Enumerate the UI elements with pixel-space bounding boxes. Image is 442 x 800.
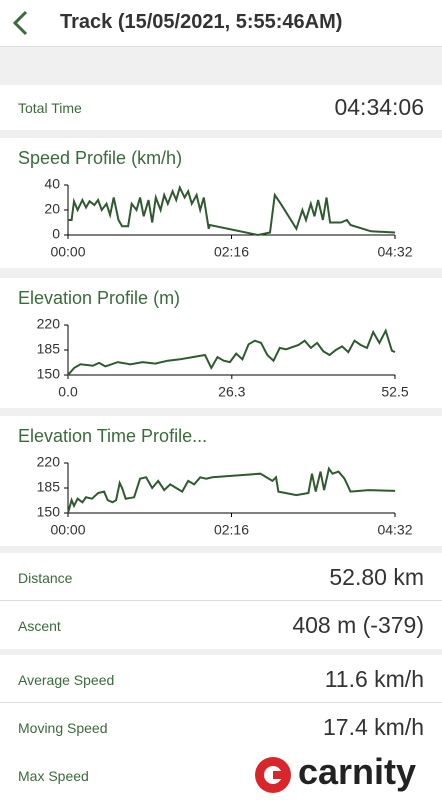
- stat-value: 52.80 km: [329, 564, 424, 590]
- watermark: carnity: [248, 748, 442, 800]
- y-tick-label: 0: [52, 226, 60, 242]
- watermark-text: carnity: [298, 751, 417, 792]
- y-tick-label: 20: [44, 201, 60, 217]
- chart-card: Elevation Time Profile... 150 185 220 00:00 0…: [0, 416, 442, 546]
- stat-value: 408 m (-379): [292, 612, 424, 638]
- y-tick-label: 185: [37, 479, 61, 495]
- chart-card: Elevation Profile (m) 150 185 220 0.0 26.3 52.…: [0, 278, 442, 408]
- x-tick-label: 04:32: [377, 244, 412, 260]
- title: Track (15/05/2021, 5:55:46AM): [60, 11, 343, 33]
- label: Total Time: [18, 100, 82, 116]
- stat-row: Max Speed: [0, 754, 442, 798]
- y-tick-label: 220: [37, 454, 61, 470]
- x-tick-label: 0.0: [58, 384, 78, 400]
- chart-title: Speed Profile (km/h): [18, 148, 183, 168]
- x-tick-label: 26.3: [218, 384, 245, 400]
- stat-label: Average Speed: [18, 672, 115, 688]
- y-tick-label: 150: [37, 366, 61, 382]
- stat-label: Ascent: [18, 618, 61, 634]
- chart-card: Speed Profile (km/h) 0 20 40 00:00 02:16 04:32: [0, 138, 442, 268]
- total-time-row: Total Time 04:34:06: [0, 85, 442, 130]
- stat-value: 17.4 km/h: [323, 714, 424, 740]
- chart-title: Elevation Time Profile...: [18, 426, 208, 446]
- x-tick-label: 52.5: [381, 384, 408, 400]
- stat-label: Max Speed: [18, 768, 89, 784]
- line: [68, 184, 396, 237]
- value: 04:34:06: [334, 94, 424, 120]
- x-tick-label: 00:00: [50, 522, 85, 538]
- x-tick-label: 00:00: [50, 244, 85, 260]
- header: Track (15/05/2021, 5:55:46AM): [0, 0, 442, 47]
- chart: 0 20 40 00:00 02:16 04:32: [44, 176, 412, 260]
- line: [67, 328, 396, 376]
- chart: 150 185 220 00:00 02:16 04:32: [37, 454, 413, 538]
- y-tick-label: 220: [37, 316, 61, 332]
- y-tick-label: 40: [44, 176, 60, 192]
- stat-label: Distance: [18, 570, 73, 586]
- chart: 150 185 220 0.0 26.3 52.5: [37, 316, 409, 400]
- y-tick-label: 185: [37, 341, 61, 357]
- chart-title: Elevation Profile (m): [18, 288, 181, 308]
- back-button[interactable]: [10, 10, 32, 36]
- stats-group-1: [0, 553, 442, 649]
- stat-row: Ascent 408 m (-379): [0, 604, 442, 648]
- x-tick-label: 04:32: [377, 522, 412, 538]
- stat-row: Moving Speed 17.4 km/h: [0, 706, 442, 750]
- x-tick-label: 02:16: [214, 244, 249, 260]
- stat-row: Distance 52.80 km: [0, 556, 442, 601]
- line: [67, 466, 396, 514]
- stat-label: Moving Speed: [18, 720, 108, 736]
- y-tick-label: 150: [37, 504, 61, 520]
- stat-row: Average Speed 11.6 km/h: [0, 658, 442, 703]
- logo: [255, 757, 291, 793]
- stat-value: 11.6 km/h: [324, 666, 424, 692]
- x-tick-label: 02:16: [214, 522, 249, 538]
